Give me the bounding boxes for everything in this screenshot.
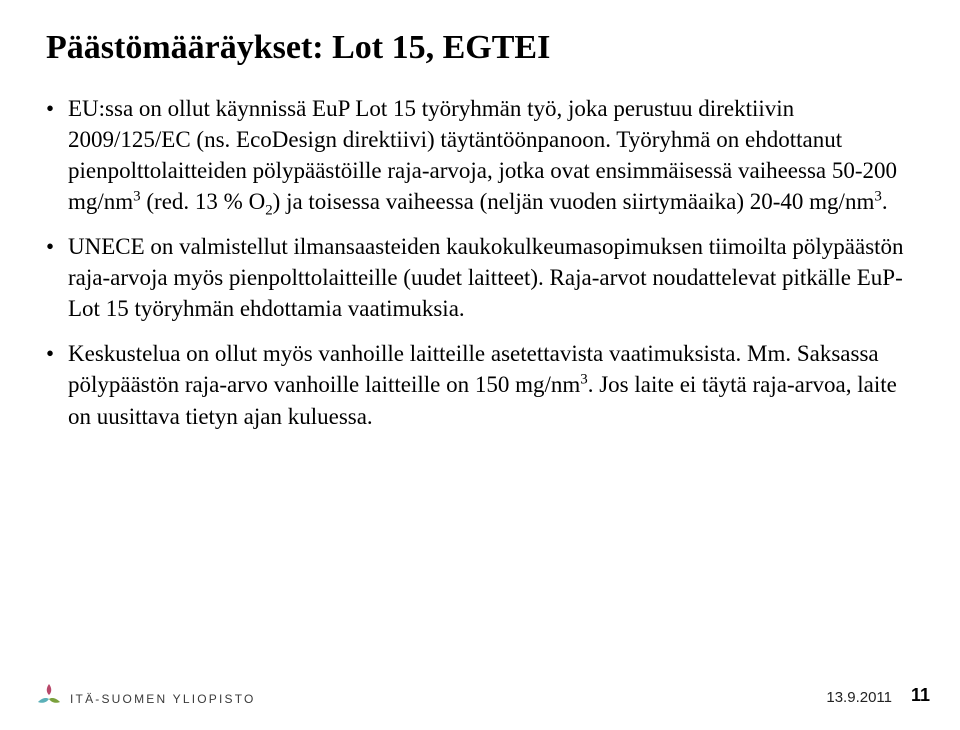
bullet-item: EU:ssa on ollut käynnissä EuP Lot 15 työ… bbox=[46, 93, 914, 217]
org-logo: ITÄ-SUOMEN YLIOPISTO bbox=[36, 682, 256, 708]
slide-date: 13.9.2011 bbox=[826, 689, 892, 706]
footer: ITÄ-SUOMEN YLIOPISTO 13.9.2011 11 bbox=[0, 676, 960, 708]
bullet-item: Keskustelua on ollut myös vanhoille lait… bbox=[46, 338, 914, 431]
bullet-list: EU:ssa on ollut käynnissä EuP Lot 15 työ… bbox=[46, 93, 914, 431]
slide-title: Päästömääräykset: Lot 15, EGTEI bbox=[46, 28, 914, 67]
org-name: ITÄ-SUOMEN YLIOPISTO bbox=[70, 692, 256, 708]
slide: Päästömääräykset: Lot 15, EGTEI EU:ssa o… bbox=[0, 0, 960, 730]
bullet-item: UNECE on valmistellut ilmansaasteiden ka… bbox=[46, 231, 914, 324]
logo-icon bbox=[36, 682, 62, 708]
slide-number: 11 bbox=[911, 685, 930, 706]
